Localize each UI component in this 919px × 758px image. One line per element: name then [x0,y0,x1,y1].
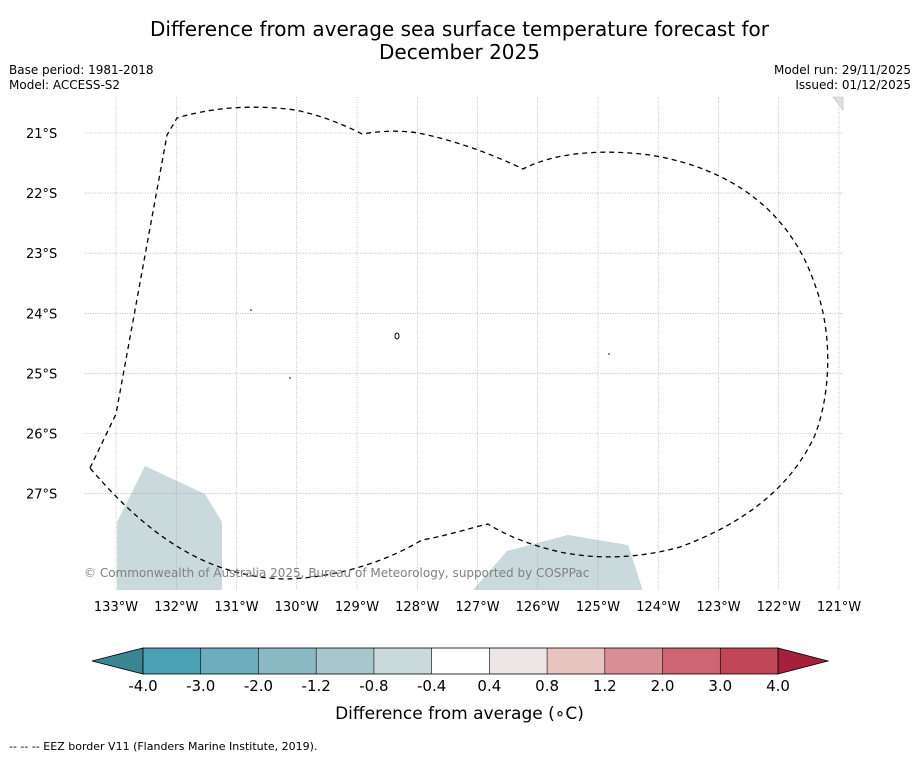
longitude-label: 123°W [696,600,740,615]
meta-right: Model run: 29/11/2025 Issued: 01/12/2025 [774,63,911,93]
colorbar-segment [547,648,605,674]
colorbar-tick-label: -2.0 [244,677,273,695]
colorbar-tick-label: -0.8 [359,677,388,695]
island [394,332,400,340]
map-title: Difference from average sea surface temp… [0,18,919,64]
copyright-notice: © Commonwealth of Australia 2025, Bureau… [84,566,590,580]
colorbar-segment [604,648,663,674]
latitude-labels: 21°S 22°S 23°S 24°S 25°S 26°S 27°S [26,127,57,503]
colorbar-tick-labels: -4.0 -3.0 -2.0 -1.2 -0.8 -0.4 0.4 0.8 1.2 2.0 3.0 4… [128,677,790,695]
graticule [85,97,843,590]
colorbar-tick-label: 4.0 [766,677,790,695]
latitude-label: 22°S [26,187,57,202]
latitude-label: 21°S [26,127,57,142]
island [250,309,252,311]
model-name: Model: ACCESS-S2 [9,78,121,92]
meta-left: Base period: 1981-2018 Model: ACCESS-S2 [9,63,154,93]
colorbar-segment [720,648,778,674]
anomaly-patch-south [473,535,642,590]
colorbar-tick-label: -4.0 [128,677,157,695]
base-period: Base period: 1981-2018 [9,63,154,77]
longitude-label: 128°W [395,600,439,615]
issued-date: Issued: 01/12/2025 [795,78,911,92]
longitude-label: 131°W [214,600,258,615]
map-canvas: 21°S22°S23°S24°S25°S26°S27°S 133°W 132°W 1… [26,96,861,695]
title-line-1: Difference from average sea surface temp… [149,17,769,41]
colorbar-label: Difference from average (∘C) [335,704,584,724]
latitude-label: 25°S [26,367,57,382]
colorbar-tick-label: 3.0 [708,677,732,695]
latitude-label: 24°S [26,307,57,322]
longitude-label: 127°W [455,600,499,615]
colorbar-under-triangle [91,647,144,675]
colorbar-segment [316,648,374,674]
longitude-label: 126°W [516,600,560,615]
longitude-label: 122°W [757,600,801,615]
latitude-label: 23°S [26,247,57,262]
title-line-2: December 2025 [379,40,540,64]
anomaly-patch-southwest [117,466,222,590]
colorbar-tick-label: 0.4 [477,677,501,695]
longitude-label: 132°W [154,600,198,615]
colorbar-tick-label: 2.0 [651,677,675,695]
colorbar-segment [373,648,432,674]
eez-footnote: -- -- -- EEZ border V11 (Flanders Marine… [9,740,318,753]
colorbar-over-triangle [777,647,830,675]
longitude-label: 129°W [335,600,379,615]
longitude-label: 133°W [94,600,138,615]
corner-marker [832,96,844,111]
colorbar-segment [489,648,548,674]
colorbar-frame [142,647,779,675]
latitude-label: 26°S [26,428,57,443]
longitude-label: 124°W [636,600,680,615]
eez-border [89,106,829,580]
latitude-label: 27°S [26,488,57,503]
longitude-labels: 133°W 132°W 131°W 130°W 129°W 128°W 127°W 126°W… [94,600,861,615]
colorbar-segment [143,648,201,674]
colorbar-tick-label: -0.4 [417,677,446,695]
longitude-label: 130°W [275,600,319,615]
longitude-label: 125°W [576,600,620,615]
colorbar-segment [431,648,490,674]
colorbar-tick-label: -1.2 [302,677,331,695]
island [289,377,291,379]
colorbar-tick-label: 0.8 [535,677,559,695]
island [608,353,610,355]
longitude-label: 121°W [817,600,861,615]
colorbar-segment [662,648,721,674]
model-run: Model run: 29/11/2025 [773,63,911,77]
colorbar-segment [200,648,259,674]
colorbar-tick-label: 1.2 [593,677,617,695]
colorbar [91,647,830,675]
colorbar-tick-label: -3.0 [186,677,215,695]
colorbar-segment [258,648,317,674]
